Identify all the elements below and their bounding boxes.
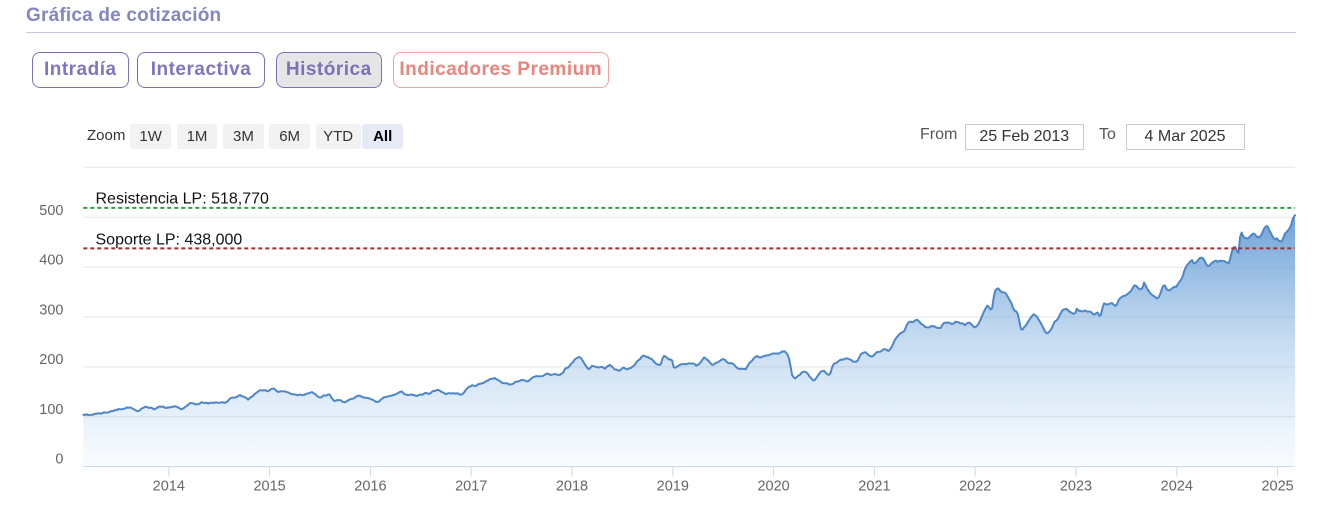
svg-text:300: 300: [39, 302, 63, 318]
svg-text:2025: 2025: [1261, 479, 1293, 495]
svg-text:2017: 2017: [455, 479, 487, 495]
svg-text:0: 0: [55, 452, 63, 468]
svg-text:2014: 2014: [153, 479, 185, 495]
svg-text:2022: 2022: [959, 479, 991, 495]
svg-text:2024: 2024: [1161, 479, 1193, 495]
svg-text:2021: 2021: [858, 479, 890, 495]
svg-text:2020: 2020: [757, 479, 789, 495]
svg-text:2019: 2019: [657, 479, 689, 495]
svg-text:Resistencia LP: 518,770: Resistencia LP: 518,770: [96, 191, 270, 208]
svg-text:100: 100: [39, 402, 63, 418]
svg-text:Soporte LP: 438,000: Soporte LP: 438,000: [96, 231, 243, 248]
svg-text:2023: 2023: [1060, 479, 1092, 495]
svg-text:2016: 2016: [354, 479, 386, 495]
svg-text:2018: 2018: [556, 479, 588, 495]
svg-text:500: 500: [39, 203, 63, 219]
svg-text:200: 200: [39, 352, 63, 368]
svg-text:400: 400: [39, 253, 63, 269]
svg-text:2015: 2015: [253, 479, 285, 495]
